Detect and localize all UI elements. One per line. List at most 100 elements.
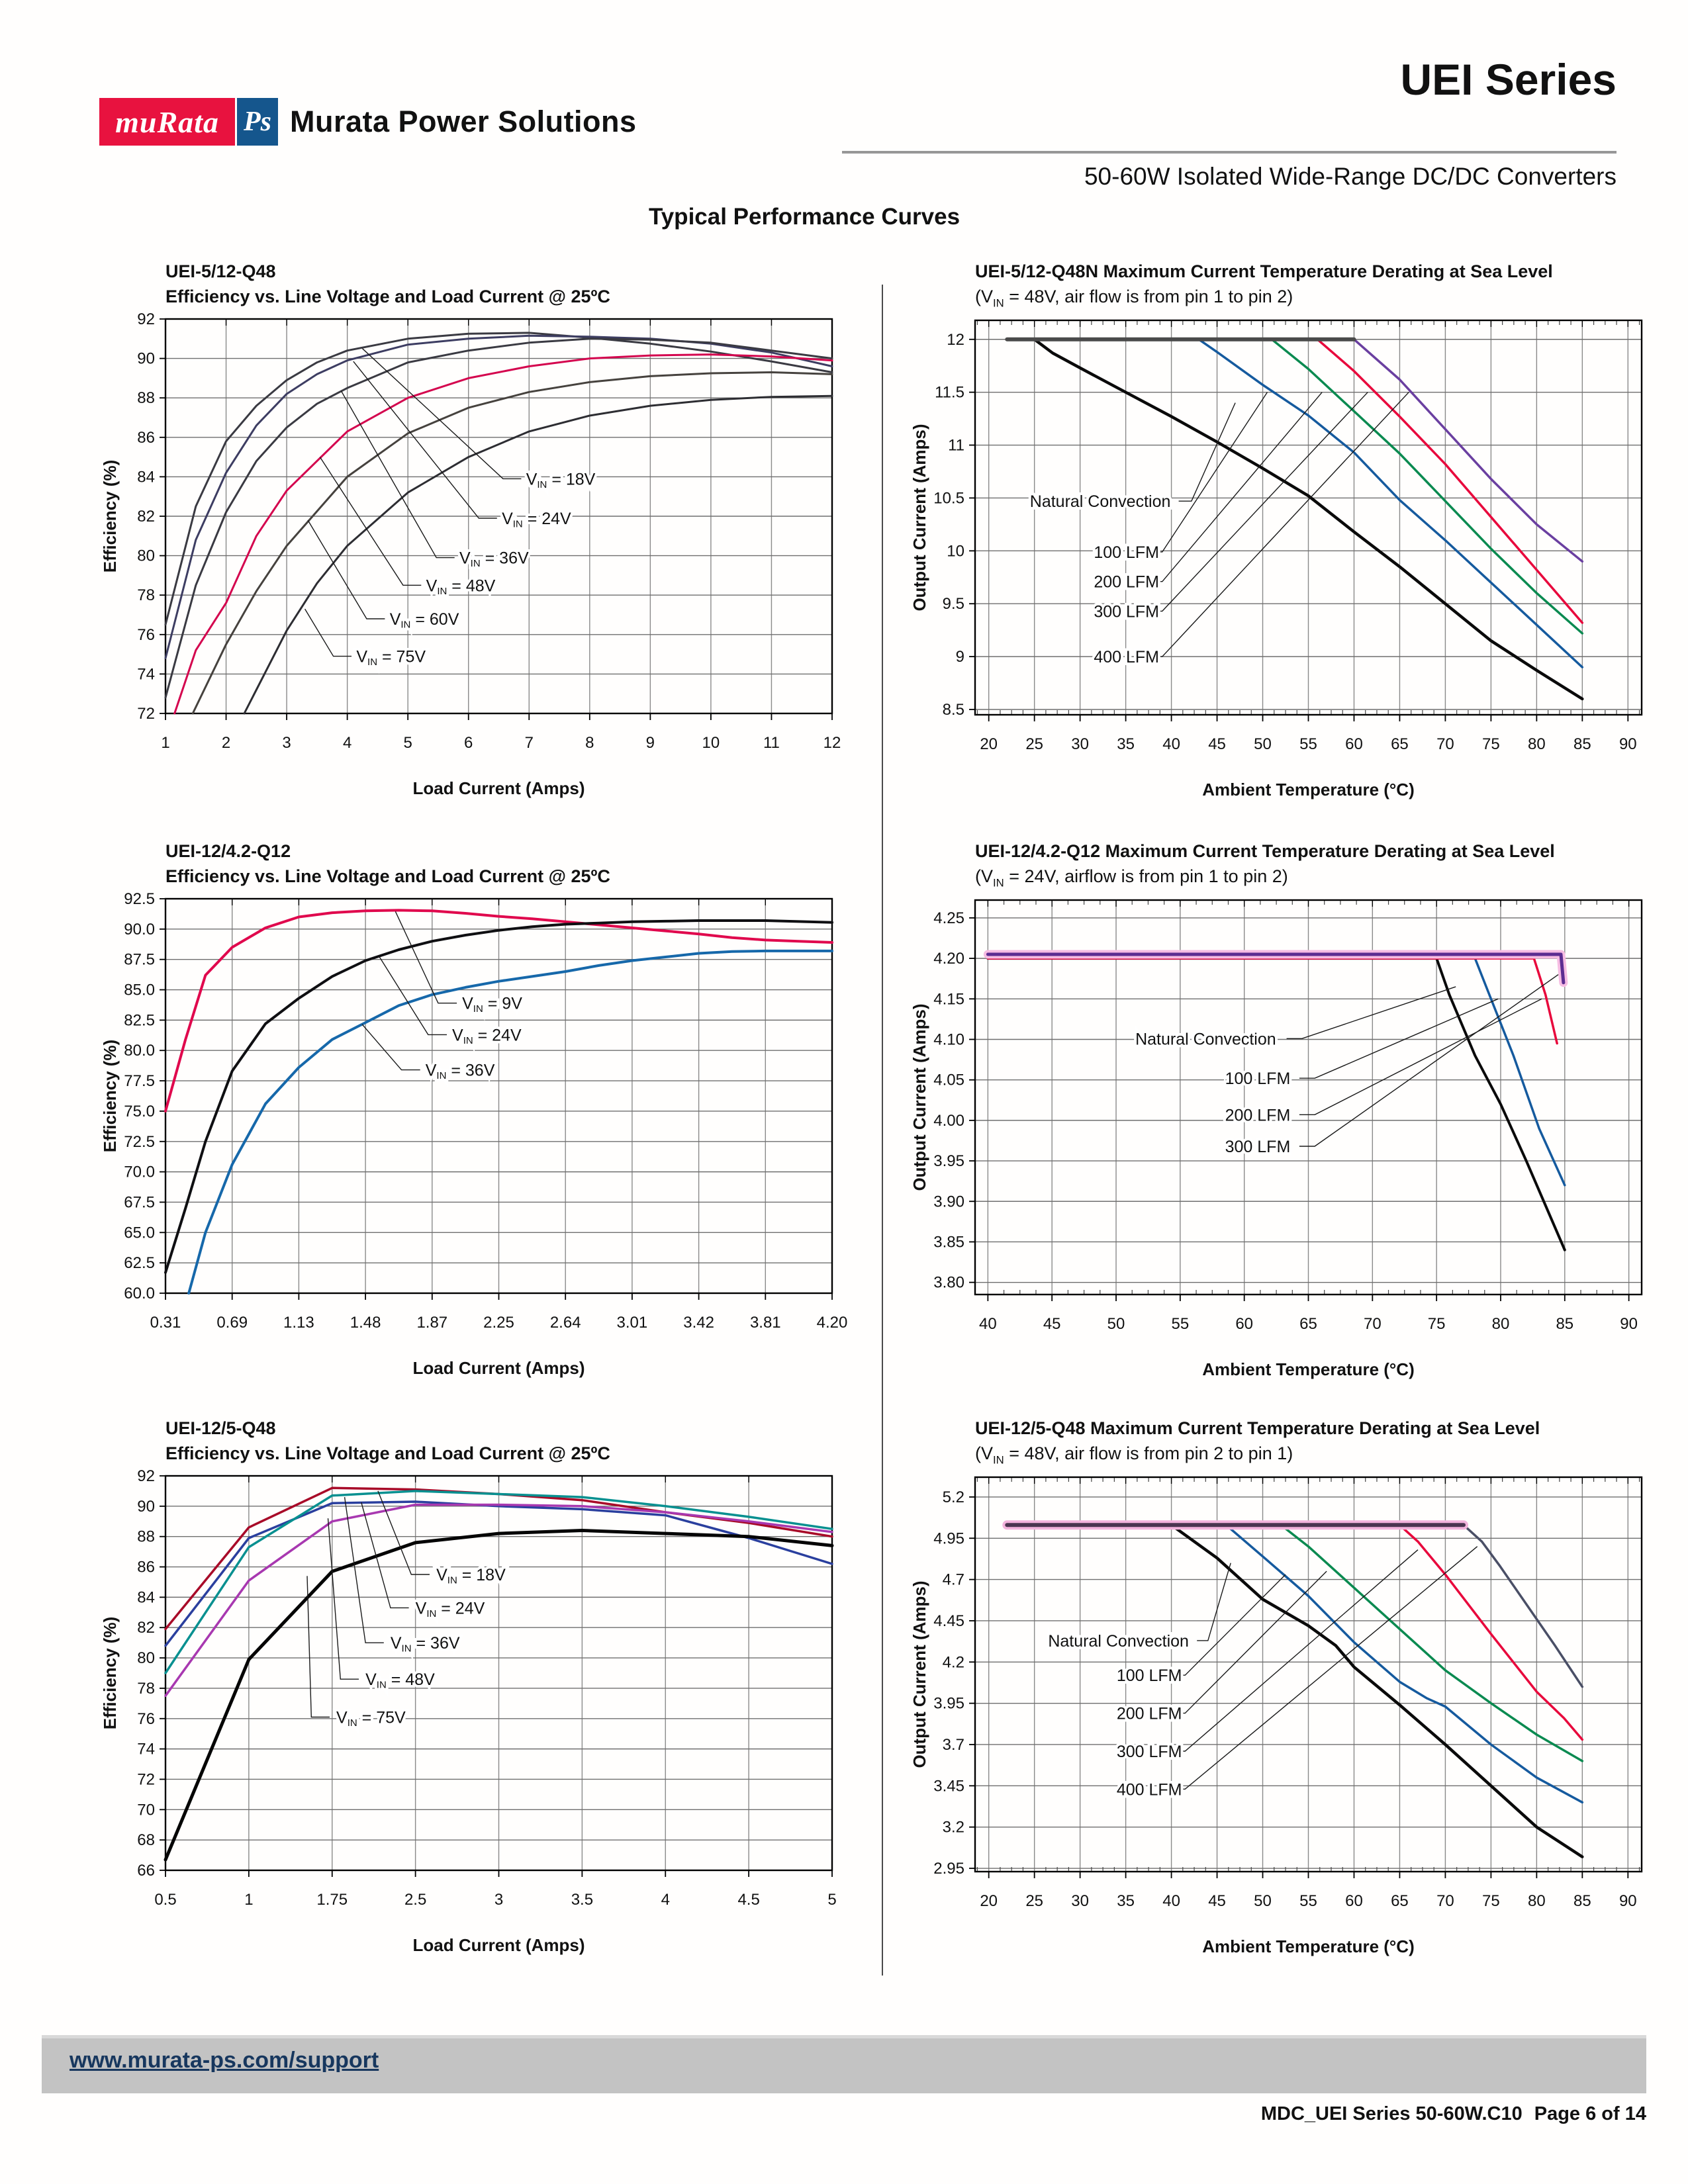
svg-text:30: 30	[1071, 735, 1089, 753]
support-link[interactable]: www.murata-ps.com/support	[70, 2048, 379, 2073]
svg-text:Natural Convection: Natural Convection	[1030, 492, 1171, 511]
svg-text:10: 10	[947, 542, 964, 560]
svg-text:70: 70	[137, 1801, 155, 1819]
svg-text:2.5: 2.5	[404, 1891, 426, 1909]
svg-text:12: 12	[823, 734, 841, 752]
svg-text:Ambient Temperature (°C): Ambient Temperature (°C)	[1202, 780, 1415, 799]
svg-text:86: 86	[137, 1558, 155, 1576]
svg-text:90: 90	[1619, 735, 1637, 753]
svg-text:87.5: 87.5	[124, 950, 155, 968]
svg-text:3.95: 3.95	[933, 1152, 964, 1170]
svg-text:VIN = 48V: VIN = 48V	[426, 576, 496, 597]
svg-text:10.5: 10.5	[933, 489, 964, 507]
svg-text:300 LFM: 300 LFM	[1225, 1138, 1291, 1156]
svg-text:50: 50	[1254, 1892, 1272, 1910]
svg-text:76: 76	[137, 1709, 155, 1727]
svg-text:1.13: 1.13	[283, 1314, 314, 1332]
svg-text:68: 68	[137, 1831, 155, 1849]
svg-text:5.2: 5.2	[943, 1488, 964, 1506]
svg-text:86: 86	[137, 428, 155, 446]
svg-text:9: 9	[956, 648, 964, 666]
svg-text:70.0: 70.0	[124, 1163, 155, 1181]
chart-title: UEI-12/4.2-Q12 Maximum Current Temperatu…	[975, 841, 1555, 861]
svg-text:85: 85	[1573, 735, 1591, 753]
svg-text:80: 80	[1528, 735, 1546, 753]
svg-text:VIN = 18V: VIN = 18V	[526, 470, 596, 490]
chart-subtitle: Efficiency vs. Line Voltage and Load Cur…	[165, 866, 610, 886]
svg-text:Ambient Temperature (°C): Ambient Temperature (°C)	[1202, 1359, 1415, 1379]
svg-text:200 LFM: 200 LFM	[1225, 1106, 1291, 1124]
svg-text:8: 8	[585, 734, 594, 752]
svg-text:4.15: 4.15	[933, 990, 964, 1008]
chart-title: UEI-5/12-Q48	[165, 261, 276, 281]
chart-plot: Natural Convection 100 LFM 200 LFM 300 LFM 4…	[910, 1476, 1643, 1956]
svg-text:1: 1	[244, 1891, 253, 1909]
svg-text:VIN = 48V: VIN = 48V	[365, 1670, 435, 1691]
svg-text:3.7: 3.7	[943, 1736, 964, 1754]
svg-text:80: 80	[137, 1649, 155, 1667]
ps-logo-badge: Ps	[237, 98, 278, 146]
svg-text:20: 20	[980, 1892, 998, 1910]
svg-text:90: 90	[1619, 1892, 1637, 1910]
svg-text:Output Current (Amps): Output Current (Amps)	[910, 424, 929, 611]
svg-text:45: 45	[1208, 735, 1226, 753]
svg-text:7: 7	[525, 734, 534, 752]
chart-plot: VIN = 18V VIN = 24V VIN = 36V VIN = 48V VIN …	[100, 310, 841, 798]
svg-text:12: 12	[947, 330, 964, 348]
svg-text:4.05: 4.05	[933, 1071, 964, 1089]
chart-subtitle: Efficiency vs. Line Voltage and Load Cur…	[165, 1443, 610, 1463]
svg-text:3.85: 3.85	[933, 1233, 964, 1251]
svg-text:VIN = 9V: VIN = 9V	[462, 994, 522, 1015]
svg-text:82: 82	[137, 508, 155, 525]
svg-text:4.20: 4.20	[817, 1314, 848, 1332]
svg-text:80.0: 80.0	[124, 1042, 155, 1060]
chart-title: UEI-12/4.2-Q12	[165, 841, 291, 861]
svg-text:4: 4	[661, 1891, 670, 1909]
chart-subtitle: Efficiency vs. Line Voltage and Load Cur…	[165, 286, 610, 306]
svg-text:35: 35	[1117, 1892, 1135, 1910]
svg-text:84: 84	[137, 468, 155, 486]
svg-text:60: 60	[1235, 1315, 1253, 1333]
svg-text:VIN = 24V: VIN = 24V	[452, 1026, 522, 1046]
svg-text:4.7: 4.7	[943, 1570, 964, 1588]
chart-plot: Natural Convection 100 LFM 200 LFM 300 LFM 4…	[910, 319, 1643, 799]
svg-text:72.5: 72.5	[124, 1132, 155, 1150]
svg-text:Load Current (Amps): Load Current (Amps)	[413, 778, 585, 798]
svg-text:80: 80	[1492, 1315, 1510, 1333]
svg-text:Ambient Temperature (°C): Ambient Temperature (°C)	[1202, 1936, 1415, 1956]
svg-text:82: 82	[137, 1619, 155, 1637]
murata-logo-text: muRata	[115, 105, 219, 139]
svg-text:2.64: 2.64	[550, 1314, 581, 1332]
svg-text:4.2: 4.2	[943, 1653, 964, 1671]
svg-text:200 LFM: 200 LFM	[1094, 572, 1159, 591]
svg-text:20: 20	[980, 735, 998, 753]
series-subtitle: 50-60W Isolated Wide-Range DC/DC Convert…	[1084, 163, 1617, 190]
svg-text:50: 50	[1107, 1315, 1125, 1333]
svg-text:2: 2	[222, 734, 230, 752]
svg-text:1: 1	[161, 734, 169, 752]
svg-text:78: 78	[137, 586, 155, 604]
svg-text:VIN = 18V: VIN = 18V	[436, 1566, 506, 1586]
svg-text:70: 70	[1436, 1892, 1454, 1910]
svg-text:5: 5	[404, 734, 412, 752]
chart-uei-12-5-q48-derating: UEI-12/5-Q48 Maximum Current Temperature…	[906, 1416, 1660, 1978]
svg-text:VIN = 36V: VIN = 36V	[426, 1061, 495, 1081]
svg-text:82.5: 82.5	[124, 1011, 155, 1029]
svg-text:4: 4	[343, 734, 352, 752]
chart-title: UEI-12/5-Q48 Maximum Current Temperature…	[975, 1418, 1540, 1438]
svg-text:3.01: 3.01	[617, 1314, 648, 1332]
svg-text:5: 5	[827, 1891, 836, 1909]
svg-text:Efficiency (%): Efficiency (%)	[100, 1616, 120, 1729]
svg-text:50: 50	[1254, 735, 1272, 753]
svg-text:72: 72	[137, 705, 155, 723]
footer-bar	[42, 2035, 1646, 2093]
svg-text:400 LFM: 400 LFM	[1094, 648, 1159, 666]
svg-text:200 LFM: 200 LFM	[1117, 1704, 1182, 1723]
svg-text:0.5: 0.5	[154, 1891, 176, 1909]
svg-text:3.80: 3.80	[933, 1273, 964, 1291]
svg-text:40: 40	[1162, 1892, 1180, 1910]
chart-uei-12-4p2-q12-derating: UEI-12/4.2-Q12 Maximum Current Temperatu…	[906, 839, 1660, 1400]
svg-text:80: 80	[1528, 1892, 1546, 1910]
svg-text:1.48: 1.48	[350, 1314, 381, 1332]
